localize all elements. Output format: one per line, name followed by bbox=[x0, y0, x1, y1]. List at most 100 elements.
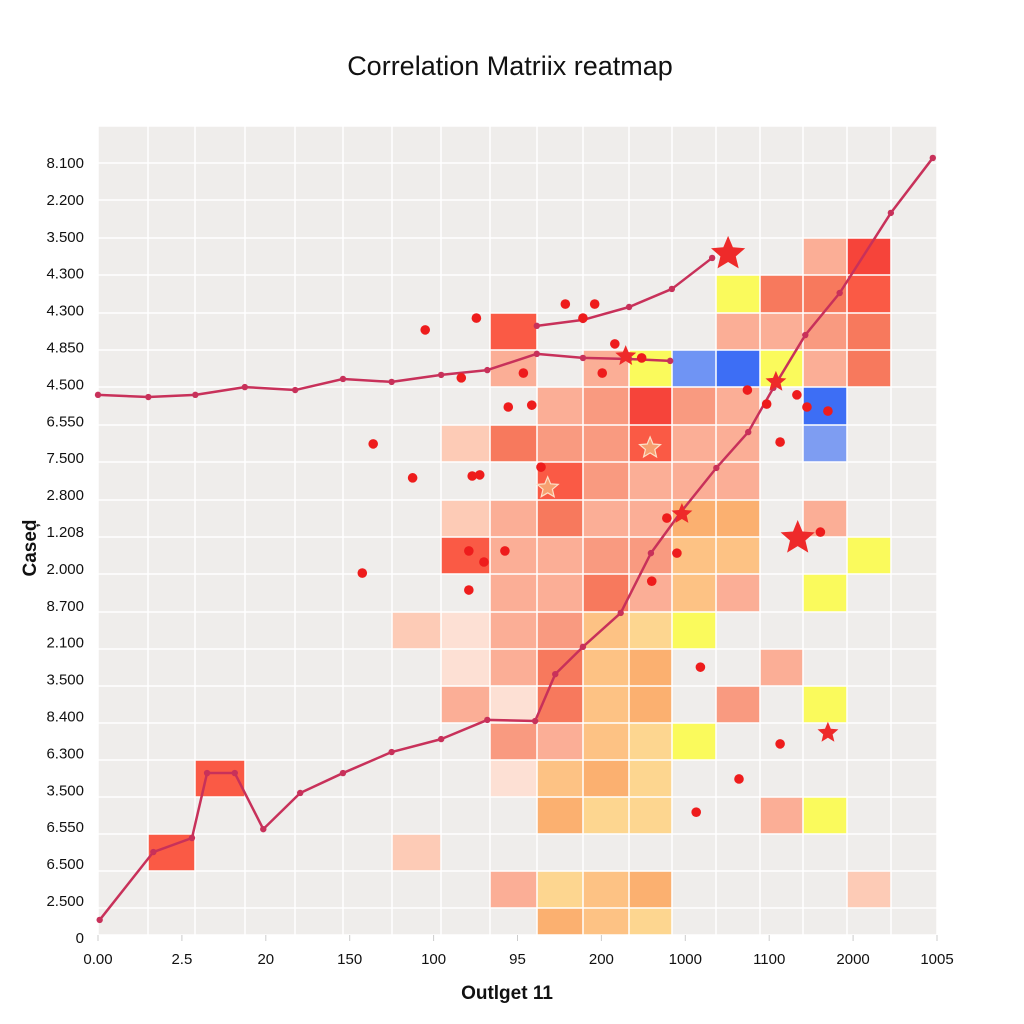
heatmap-cell bbox=[803, 686, 847, 723]
line-marker bbox=[708, 254, 716, 262]
x-axis-ticks: 0.00 2.5 20 150 100 95 200 1000 1100 2000 1005 bbox=[83, 935, 954, 968]
star-marker bbox=[780, 520, 815, 553]
star-marker bbox=[638, 435, 662, 459]
x-tick-label: 20 bbox=[257, 951, 274, 968]
heatmap-cell bbox=[672, 387, 716, 425]
line-marker bbox=[339, 769, 347, 777]
scatter-point bbox=[503, 402, 514, 412]
heatmap-cell bbox=[716, 350, 760, 387]
y-tick-label: 6.300 bbox=[46, 745, 84, 762]
heatmap-cell bbox=[847, 871, 891, 908]
scatter-point bbox=[479, 557, 489, 567]
heatmap-cell bbox=[537, 537, 583, 574]
y-tick-label: 2.500 bbox=[46, 893, 84, 910]
scatter-point bbox=[672, 548, 682, 558]
chart-title: Correlation Matriix reatmap bbox=[347, 51, 673, 81]
heatmap-cell bbox=[583, 462, 629, 500]
heatmap-cell bbox=[583, 649, 629, 686]
line-marker bbox=[260, 825, 267, 833]
heatmap-cell bbox=[716, 574, 760, 612]
y-tick-label: 2.800 bbox=[46, 487, 84, 504]
x-tick-label: 1000 bbox=[669, 951, 702, 968]
scatter-point bbox=[695, 662, 706, 672]
y-axis-label: Caseḑ bbox=[20, 519, 41, 576]
heatmap-cell bbox=[537, 686, 583, 723]
y-tick-label: 2.100 bbox=[46, 635, 84, 652]
line-marker bbox=[291, 386, 299, 394]
line-marker bbox=[96, 916, 103, 924]
y-tick-label: 6.550 bbox=[46, 413, 84, 430]
line-marker bbox=[617, 609, 624, 617]
heatmap-cell bbox=[583, 387, 629, 425]
line-marker bbox=[531, 717, 539, 725]
heatmap-cell bbox=[490, 500, 537, 537]
heatmap-cell bbox=[803, 574, 847, 612]
x-tick-label: 2.5 bbox=[171, 951, 192, 968]
scatter-point bbox=[742, 385, 753, 395]
scatter-point bbox=[456, 373, 467, 383]
scatter-point bbox=[597, 368, 608, 378]
heatmap-cell bbox=[490, 871, 537, 908]
heatmap-cell bbox=[716, 500, 760, 537]
heatmap-cell bbox=[490, 760, 537, 797]
star-marker bbox=[671, 503, 693, 523]
scatter-point bbox=[518, 368, 529, 378]
heatmap-cell bbox=[583, 612, 629, 649]
x-tick-label: 1100 bbox=[753, 951, 785, 968]
line-marker bbox=[666, 357, 674, 365]
scatter-point bbox=[471, 313, 482, 323]
line-marker bbox=[887, 209, 895, 217]
heatmap-cell bbox=[760, 649, 803, 686]
heatmap-cell bbox=[716, 275, 760, 313]
heatmap-cell bbox=[629, 612, 672, 649]
star-marker bbox=[711, 235, 746, 269]
heatmap-cell bbox=[629, 723, 672, 760]
heatmap-cell bbox=[441, 649, 490, 686]
heatmap-cell bbox=[441, 537, 490, 574]
heatmap-cell bbox=[760, 275, 803, 313]
line-marker bbox=[836, 289, 843, 297]
heatmap-cell bbox=[583, 574, 629, 612]
heatmap-cell bbox=[803, 425, 847, 462]
line-marker bbox=[188, 834, 196, 842]
heatmap-cell bbox=[716, 686, 760, 723]
star-marker bbox=[535, 475, 560, 498]
line-marker bbox=[625, 303, 633, 311]
heatmap-cell bbox=[583, 500, 629, 537]
star-marker bbox=[817, 721, 839, 742]
line-marker bbox=[339, 375, 347, 383]
star-marker bbox=[765, 370, 787, 391]
y-tick-label: 2.000 bbox=[46, 561, 84, 578]
line-marker bbox=[192, 391, 199, 399]
x-tick-label: 200 bbox=[589, 951, 614, 968]
scatter-point bbox=[464, 546, 474, 556]
line-marker bbox=[241, 383, 249, 391]
y-tick-label: 6.550 bbox=[46, 819, 84, 836]
x-tick-label: 0.00 bbox=[83, 951, 112, 968]
x-tick-label: 2000 bbox=[836, 951, 869, 968]
line-marker bbox=[745, 428, 752, 436]
heatmap-cell bbox=[760, 313, 803, 350]
y-tick-label: 3.500 bbox=[46, 782, 84, 799]
x-tick-label: 150 bbox=[337, 951, 362, 968]
scatter-point bbox=[691, 807, 702, 817]
scatter-point bbox=[357, 568, 368, 578]
heatmap-cell bbox=[672, 350, 716, 387]
scatter-point bbox=[467, 471, 477, 481]
x-tick-label: 1005 bbox=[920, 951, 953, 968]
heatmap-cell bbox=[583, 760, 629, 797]
heatmap-cell bbox=[537, 760, 583, 797]
heatmap-cell bbox=[847, 350, 891, 387]
line-marker bbox=[579, 354, 587, 362]
heatmap-cell bbox=[537, 425, 583, 462]
y-tick-label: 0 bbox=[76, 930, 84, 947]
scatter-point bbox=[407, 473, 418, 483]
heatmap-cell bbox=[803, 350, 847, 387]
y-tick-label: 8.700 bbox=[46, 598, 84, 615]
line-marker bbox=[150, 848, 157, 856]
line-marker bbox=[145, 393, 152, 401]
scatter-point bbox=[560, 299, 571, 309]
y-tick-label: 4.500 bbox=[46, 376, 84, 393]
plot-area bbox=[94, 125, 938, 936]
